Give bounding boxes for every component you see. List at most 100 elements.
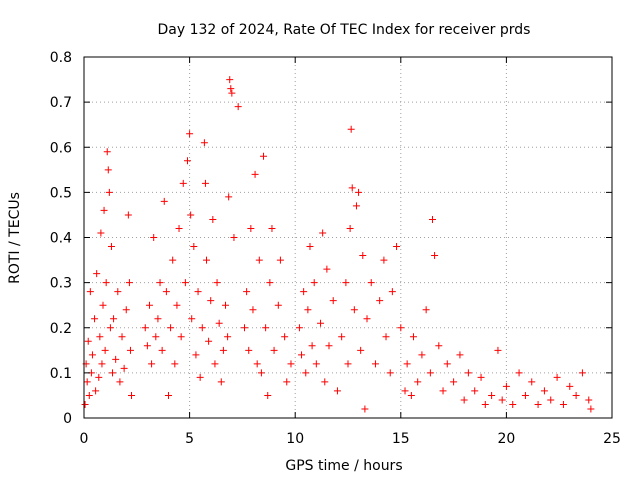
data-point: [81, 400, 89, 408]
y-tick-label: 0.1: [50, 366, 72, 382]
data-point: [287, 360, 295, 368]
data-point: [102, 279, 110, 287]
data-point: [319, 229, 327, 237]
data-point: [205, 337, 213, 345]
data-point: [304, 306, 312, 314]
data-point: [171, 360, 179, 368]
data-point: [382, 333, 390, 341]
data-point: [169, 256, 177, 264]
data-point: [88, 351, 96, 359]
data-point: [125, 279, 133, 287]
data-point: [422, 306, 430, 314]
data-point: [572, 391, 580, 399]
data-point: [128, 391, 136, 399]
data-point: [188, 315, 196, 323]
data-point: [211, 360, 219, 368]
data-point: [295, 324, 303, 332]
data-point: [409, 333, 417, 341]
data-point: [177, 333, 185, 341]
data-point: [338, 333, 346, 341]
data-point: [553, 373, 561, 381]
data-point: [347, 125, 355, 133]
data-point: [329, 297, 337, 305]
data-point: [488, 391, 496, 399]
data-point: [357, 346, 365, 354]
data-point: [92, 387, 100, 395]
data-point: [107, 243, 115, 251]
x-tick-label: 15: [392, 431, 410, 447]
data-point: [342, 279, 350, 287]
data-point: [274, 301, 282, 309]
data-point: [509, 400, 517, 408]
data-point: [257, 369, 265, 377]
data-point: [247, 224, 255, 232]
data-point: [300, 288, 308, 296]
data-point: [116, 378, 124, 386]
chart-title: Day 132 of 2024, Rate Of TEC Index for r…: [158, 22, 531, 38]
data-point: [260, 152, 268, 160]
data-point: [528, 378, 536, 386]
data-point: [84, 337, 92, 345]
axis-ticks: 0 0.1 0.2 0.3 0.4 0.5 0.6 0.7 0.8 0 5 10 15 20 25: [50, 50, 621, 447]
data-point: [276, 256, 284, 264]
y-tick-label: 0: [63, 411, 72, 427]
data-point: [494, 346, 502, 354]
data-point: [355, 188, 363, 196]
data-point: [209, 215, 217, 223]
data-point: [175, 224, 183, 232]
data-point: [164, 391, 172, 399]
data-point: [547, 396, 555, 404]
data-point: [141, 324, 149, 332]
data-point: [443, 360, 451, 368]
data-point: [502, 382, 510, 390]
data-point: [585, 396, 593, 404]
data-point: [148, 360, 156, 368]
data-point: [179, 179, 187, 187]
data-point: [215, 319, 223, 327]
data-point: [251, 170, 259, 178]
data-point: [376, 297, 384, 305]
x-tick-label: 25: [603, 431, 621, 447]
data-point: [100, 206, 108, 214]
data-point: [471, 387, 479, 395]
data-point: [118, 333, 126, 341]
data-point: [249, 306, 257, 314]
data-point: [418, 351, 426, 359]
data-point: [200, 139, 208, 147]
data-point: [521, 391, 529, 399]
data-point: [225, 193, 233, 201]
data-point: [270, 346, 278, 354]
data-point: [83, 378, 91, 386]
data-point: [587, 405, 595, 413]
data-point: [534, 400, 542, 408]
data-point: [126, 346, 134, 354]
data-point: [103, 148, 111, 156]
data-point: [156, 279, 164, 287]
data-point: [283, 378, 291, 386]
data-points: [81, 76, 595, 413]
data-point: [460, 396, 468, 404]
y-tick-label: 0.2: [50, 321, 72, 337]
data-point: [264, 391, 272, 399]
data-point: [477, 373, 485, 381]
data-point: [241, 324, 249, 332]
data-point: [109, 369, 117, 377]
data-point: [456, 351, 464, 359]
data-point: [388, 288, 396, 296]
data-point: [114, 288, 122, 296]
data-point: [122, 306, 130, 314]
data-point: [302, 369, 310, 377]
data-point: [344, 360, 352, 368]
data-point: [145, 301, 153, 309]
data-point: [173, 301, 181, 309]
data-point: [397, 324, 405, 332]
data-point: [317, 319, 325, 327]
data-point: [150, 234, 158, 241]
y-tick-label: 0.7: [50, 95, 72, 111]
data-point: [95, 373, 103, 381]
data-point: [386, 369, 394, 377]
data-point: [110, 315, 118, 323]
data-point: [207, 297, 215, 305]
